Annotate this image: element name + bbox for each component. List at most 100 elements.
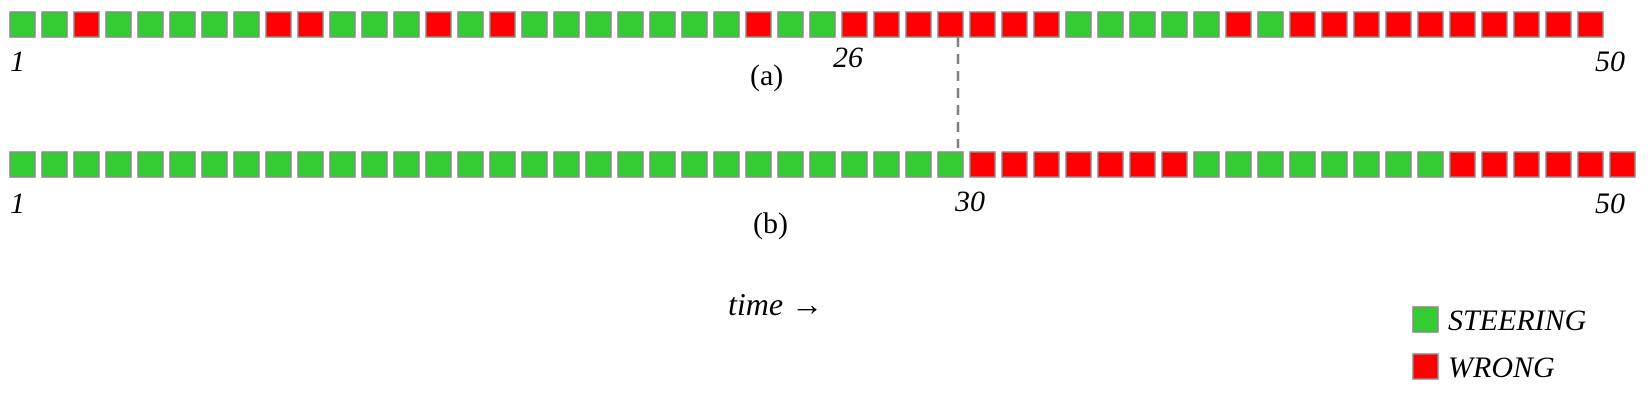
sequence-cell-steering [1161, 11, 1188, 38]
sequence-cell-steering [1417, 151, 1444, 178]
sequence-cell-steering [1257, 11, 1284, 38]
sequence-cell-steering [201, 151, 228, 178]
sequence-cell-steering [41, 151, 68, 178]
sequence-cell-steering [233, 151, 260, 178]
row-b-caption: (b) [753, 207, 788, 240]
sequence-cell-steering [681, 11, 708, 38]
sequence-cell-steering [841, 151, 868, 178]
row-a-split-label: 26 [833, 41, 863, 74]
sequence-cell-steering [649, 151, 676, 178]
sequence-cell-steering [41, 11, 68, 38]
sequence-cell-steering [809, 151, 836, 178]
sequence-cell-steering [713, 151, 740, 178]
sequence-cell-wrong [1545, 11, 1572, 38]
sequence-cell-wrong [1225, 11, 1252, 38]
sequence-cell-wrong [1417, 11, 1444, 38]
sequence-cell-wrong [73, 11, 100, 38]
sequence-cell-wrong [1161, 151, 1188, 178]
sequence-cell-steering [105, 11, 132, 38]
sequence-cell-steering [105, 151, 132, 178]
sequence-cell-wrong [937, 11, 964, 38]
sequence-cell-steering [905, 151, 932, 178]
sequence-cell-steering [937, 151, 964, 178]
sequence-cell-steering [489, 151, 516, 178]
sequence-cell-wrong [969, 151, 996, 178]
sequence-cell-steering [393, 11, 420, 38]
sequence-cell-steering [1385, 151, 1412, 178]
sequence-cell-steering [1097, 11, 1124, 38]
sequence-cell-wrong [1481, 151, 1508, 178]
sequence-cell-steering [873, 151, 900, 178]
sequence-cell-wrong [1449, 11, 1476, 38]
sequence-cell-wrong [969, 11, 996, 38]
sequence-cell-wrong [1385, 11, 1412, 38]
sequence-cell-steering [649, 11, 676, 38]
sequence-cell-steering [585, 11, 612, 38]
sequence-cell-wrong [1097, 151, 1124, 178]
row-a-caption: (a) [750, 59, 783, 92]
sequence-cell-wrong [1449, 151, 1476, 178]
sequence-cell-steering [1193, 11, 1220, 38]
sequence-cell-steering [361, 11, 388, 38]
sequence-cell-wrong [1289, 11, 1316, 38]
sequence-cell-wrong [1513, 151, 1540, 178]
sequence-cell-steering [617, 151, 644, 178]
sequence-cell-steering [521, 11, 548, 38]
sequence-cell-steering [777, 151, 804, 178]
sequence-cell-steering [777, 11, 804, 38]
legend-swatch-wrong [1412, 353, 1439, 380]
sequence-cell-steering [553, 151, 580, 178]
sequence-cell-steering [9, 151, 36, 178]
sequence-cell-wrong [1545, 151, 1572, 178]
sequence-cell-wrong [1321, 11, 1348, 38]
sequence-cell-steering [201, 11, 228, 38]
row-b-split-label: 30 [954, 185, 985, 218]
sequence-cell-wrong [1033, 151, 1060, 178]
sequence-cell-steering [1289, 151, 1316, 178]
sequence-cell-steering [745, 151, 772, 178]
sequence-cell-wrong [1577, 11, 1604, 38]
legend-label-wrong: WRONG [1448, 351, 1555, 384]
sequence-cell-steering [809, 11, 836, 38]
sequence-cell-steering [681, 151, 708, 178]
sequence-cell-steering [169, 11, 196, 38]
sequence-cell-steering [9, 11, 36, 38]
row-b-start-label: 1 [10, 187, 25, 220]
sequence-cell-steering [361, 151, 388, 178]
sequence-cell-wrong [1609, 151, 1636, 178]
legend-label-steering: STEERING [1448, 304, 1587, 337]
sequence-cell-wrong [1033, 11, 1060, 38]
sequence-cell-steering [329, 151, 356, 178]
row-a-start-label: 1 [10, 45, 25, 78]
sequence-cell-steering [1193, 151, 1220, 178]
sequence-cell-wrong [905, 11, 932, 38]
sequence-cell-steering [329, 11, 356, 38]
sequence-cell-steering [617, 11, 644, 38]
sequence-cell-wrong [1513, 11, 1540, 38]
sequence-row-a [9, 11, 1604, 38]
sequence-cell-wrong [425, 11, 452, 38]
sequence-cell-steering [393, 151, 420, 178]
sequence-cell-steering [1065, 11, 1092, 38]
sequence-cell-steering [1129, 11, 1156, 38]
sequence-cell-steering [169, 151, 196, 178]
sequence-cell-steering [457, 11, 484, 38]
sequence-row-b [9, 151, 1636, 178]
sequence-cell-steering [1257, 151, 1284, 178]
sequence-cell-steering [1225, 151, 1252, 178]
sequence-cell-wrong [1129, 151, 1156, 178]
sequence-cell-steering [521, 151, 548, 178]
sequence-cell-wrong [265, 11, 292, 38]
sequence-cell-wrong [1481, 11, 1508, 38]
sequence-cell-wrong [873, 11, 900, 38]
row-a-end-label: 50 [1595, 45, 1625, 78]
time-axis-label: time → [728, 286, 823, 322]
sequence-cell-steering [585, 151, 612, 178]
row-b-end-label: 50 [1595, 187, 1625, 220]
sequence-cell-steering [1353, 151, 1380, 178]
sequence-cell-wrong [1001, 11, 1028, 38]
sequence-cell-steering [553, 11, 580, 38]
sequence-cell-wrong [1001, 151, 1028, 178]
sequence-cell-steering [233, 11, 260, 38]
